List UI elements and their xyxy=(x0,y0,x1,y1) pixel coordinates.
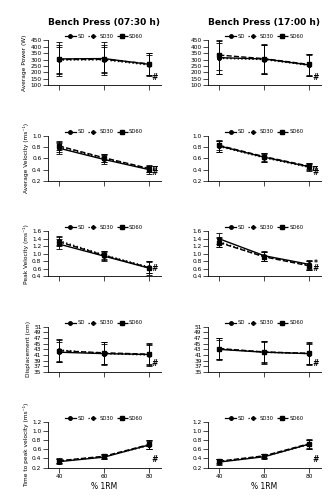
Legend: SD, SD30, SD60: SD, SD30, SD60 xyxy=(64,415,144,422)
Y-axis label: Time to peak velocity (ms⁻¹): Time to peak velocity (ms⁻¹) xyxy=(23,402,29,487)
Legend: SD, SD30, SD60: SD, SD30, SD60 xyxy=(64,33,144,40)
Text: #: # xyxy=(152,168,157,177)
Text: #: # xyxy=(152,264,157,273)
Legend: SD, SD30, SD60: SD, SD30, SD60 xyxy=(224,224,305,231)
X-axis label: % 1RM: % 1RM xyxy=(251,482,277,490)
Legend: SD, SD30, SD60: SD, SD30, SD60 xyxy=(64,320,144,326)
Text: #: # xyxy=(152,455,157,464)
Legend: SD, SD30, SD60: SD, SD30, SD60 xyxy=(64,224,144,231)
Text: π: π xyxy=(311,164,317,173)
Text: #: # xyxy=(152,73,157,82)
Text: #: # xyxy=(312,360,317,368)
Y-axis label: Average Power (W): Average Power (W) xyxy=(22,34,27,91)
Text: #: # xyxy=(152,360,157,368)
Text: #: # xyxy=(312,73,317,82)
Legend: SD, SD30, SD60: SD, SD30, SD60 xyxy=(224,128,305,136)
Y-axis label: Peak Velocity (ms⁻¹): Peak Velocity (ms⁻¹) xyxy=(23,224,29,284)
Legend: SD, SD30, SD60: SD, SD30, SD60 xyxy=(224,415,305,422)
Legend: SD, SD30, SD60: SD, SD30, SD60 xyxy=(224,320,305,326)
Text: #: # xyxy=(312,264,317,273)
Legend: SD, SD30, SD60: SD, SD30, SD60 xyxy=(224,33,305,40)
Title: Bench Press (17:00 h): Bench Press (17:00 h) xyxy=(208,18,320,26)
Text: π: π xyxy=(151,164,157,173)
Y-axis label: Displacement (cm): Displacement (cm) xyxy=(26,322,31,378)
X-axis label: % 1RM: % 1RM xyxy=(91,482,117,490)
Text: #: # xyxy=(312,455,317,464)
Legend: SD, SD30, SD60: SD, SD30, SD60 xyxy=(64,128,144,136)
Y-axis label: Average Velocity (ms⁻¹): Average Velocity (ms⁻¹) xyxy=(23,124,29,194)
Text: #: # xyxy=(312,168,317,177)
Title: Bench Press (07:30 h): Bench Press (07:30 h) xyxy=(48,18,160,26)
Text: *: * xyxy=(314,260,317,268)
